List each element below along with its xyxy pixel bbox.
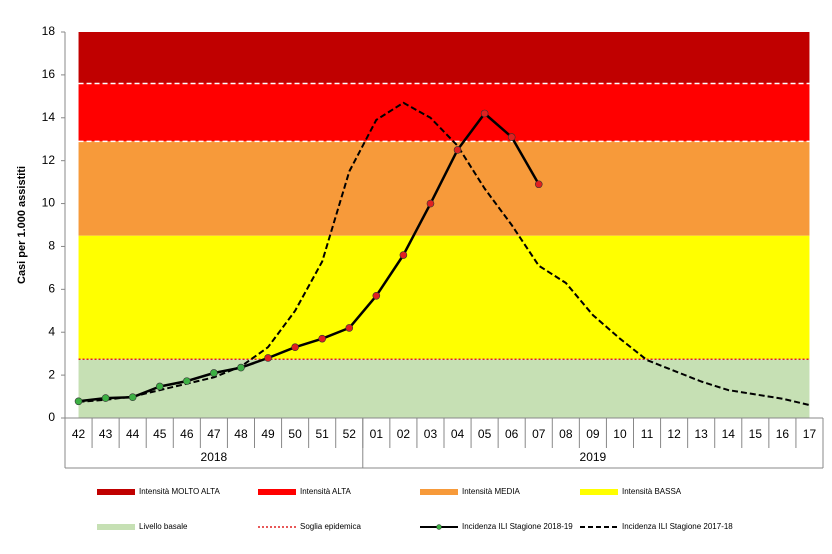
intensity-band [78, 235, 810, 360]
series-marker [291, 343, 299, 352]
x-tick-label: 02 [397, 427, 411, 441]
y-tick-label: 12 [42, 153, 56, 167]
series-marker [183, 377, 191, 385]
series-marker [480, 109, 489, 118]
x-tick-label: 45 [153, 427, 167, 441]
intensity-band [78, 83, 810, 142]
legend-label: Intensità MEDIA [462, 487, 520, 496]
y-tick-label: 8 [48, 239, 55, 253]
legend-label: Intensità ALTA [300, 487, 352, 496]
x-tick-label: 50 [288, 427, 302, 441]
y-tick-label: 4 [48, 324, 55, 338]
x-tick-label: 01 [370, 427, 384, 441]
series-marker [372, 291, 381, 300]
series-marker [264, 354, 272, 362]
legend-swatch [258, 489, 296, 495]
legend-swatch [97, 524, 135, 530]
y-tick-label: 16 [42, 67, 56, 81]
x-tick-label: 05 [478, 427, 492, 441]
legend-label: Intensità BASSA [622, 487, 682, 496]
x-tick-label: 17 [803, 427, 817, 441]
series-marker [101, 394, 110, 402]
series-marker [345, 324, 354, 332]
series-marker [318, 334, 326, 343]
series-marker [74, 397, 83, 406]
x-tick-label: 10 [613, 427, 627, 441]
series-marker [128, 393, 137, 401]
series-marker [534, 180, 543, 189]
intensity-band [78, 141, 810, 236]
legend-marker [436, 524, 442, 530]
legend-label: Incidenza ILI Stagione 2017-18 [622, 522, 733, 531]
legend-swatch [580, 489, 618, 495]
legend-swatch [97, 489, 135, 495]
x-tick-label: 08 [559, 427, 573, 441]
x-tick-label: 48 [234, 427, 248, 441]
x-tick-label: 06 [505, 427, 519, 441]
y-tick-label: 18 [42, 24, 56, 38]
series-marker [237, 363, 245, 372]
y-tick-label: 2 [48, 367, 55, 381]
x-tick-label: 15 [749, 427, 763, 441]
series-line [78, 101, 810, 407]
x-tick-label: 42 [72, 427, 86, 441]
legend-label: Intensità MOLTO ALTA [139, 487, 220, 496]
y-tick-label: 10 [42, 196, 56, 210]
intensity-band [78, 32, 810, 84]
x-tick-label: 07 [532, 427, 546, 441]
series-marker [453, 146, 462, 154]
y-tick-label: 0 [48, 410, 55, 424]
legend-label: Incidenza ILI Stagione 2018-19 [462, 522, 573, 531]
x-tick-label: 03 [424, 427, 438, 441]
x-tick-label: 11 [641, 427, 654, 441]
x-tick-label: 04 [451, 427, 465, 441]
series-line [78, 112, 540, 403]
series-marker [155, 382, 164, 391]
x-group-label: 2019 [580, 450, 607, 464]
intensity-band [78, 359, 810, 418]
x-tick-label: 09 [586, 427, 600, 441]
series-marker [210, 369, 218, 377]
series-marker [426, 199, 435, 208]
x-tick-label: 52 [343, 427, 357, 441]
legend-label: Livello basale [139, 522, 188, 531]
x-tick-label: 49 [261, 427, 275, 441]
legend-label: Soglia epidemica [300, 522, 361, 531]
x-tick-label: 16 [776, 427, 790, 441]
y-tick-label: 14 [42, 110, 56, 124]
x-tick-label: 46 [180, 427, 194, 441]
x-tick-label: 12 [667, 427, 681, 441]
x-tick-label: 43 [99, 427, 113, 441]
series-marker [507, 133, 516, 141]
x-tick-label: 51 [315, 427, 329, 441]
x-tick-label: 47 [207, 427, 221, 441]
y-axis-label: Casi per 1.000 assistiti [16, 166, 28, 284]
x-tick-label: 44 [126, 427, 140, 441]
x-group-label: 2018 [201, 450, 228, 464]
series-marker [399, 251, 408, 259]
y-tick-label: 6 [48, 282, 55, 296]
legend-swatch [420, 489, 458, 495]
x-tick-label: 13 [694, 427, 708, 441]
x-tick-label: 14 [722, 427, 736, 441]
